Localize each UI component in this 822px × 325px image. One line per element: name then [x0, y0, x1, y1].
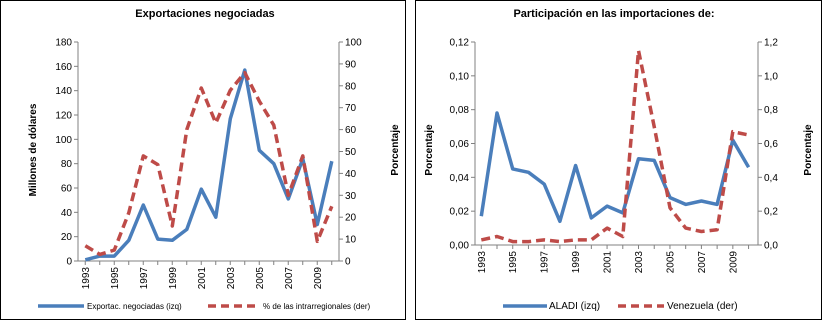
- y-tick-label-right: 10: [345, 235, 357, 246]
- left-chart-y2label: Porcentaje: [390, 124, 401, 176]
- y-tick-label-left: 0,04: [450, 173, 470, 184]
- y-tick-label-left: 40: [61, 208, 73, 219]
- x-tick-label: 2009: [313, 267, 324, 290]
- y-tick-label-right: 90: [345, 59, 357, 70]
- right-chart-y2label: Porcentaje: [803, 124, 814, 176]
- x-tick-label: 2007: [697, 251, 708, 274]
- y-tick-label-right: 70: [345, 103, 357, 114]
- y-tick-label-right: 50: [345, 147, 357, 158]
- y-tick-label-right: 1,0: [764, 71, 778, 82]
- x-tick-label: 2001: [603, 251, 614, 274]
- x-tick-label: 1993: [477, 251, 488, 274]
- x-tick-label: 2003: [634, 251, 645, 274]
- y-tick-label-left: 0,10: [450, 71, 470, 82]
- y-tick-label-right: 40: [345, 169, 357, 180]
- y-tick-label-right: 80: [345, 81, 357, 92]
- left-chart-panel: Exportaciones negociadas Millones de dól…: [0, 0, 406, 320]
- x-tick-label: 1999: [571, 251, 582, 274]
- right-chart-panel: Participación en las importaciones de: P…: [415, 0, 822, 320]
- series-line-venezuela: [480, 48, 749, 244]
- left-chart-frame: [0, 0, 406, 320]
- y-tick-label-left: 80: [61, 159, 73, 170]
- left-chart-title: Exportaciones negociadas: [135, 8, 274, 20]
- x-tick-label: 1997: [540, 251, 551, 274]
- y-tick-label-left: 0,02: [450, 207, 470, 218]
- y-tick-label-left: 20: [61, 232, 73, 243]
- x-tick-label: 1997: [139, 267, 150, 290]
- y-tick-label-right: 20: [345, 213, 357, 224]
- y-tick-label-left: 160: [55, 62, 72, 73]
- x-tick-label: 1993: [81, 267, 92, 290]
- y-tick-label-left: 0,12: [450, 38, 470, 49]
- series-line-exportac: [84, 68, 334, 262]
- y-tick-label-left: 0,08: [450, 105, 470, 116]
- series-line-aladi: [479, 111, 751, 224]
- x-tick-label: 1995: [110, 267, 121, 290]
- right-chart-title: Participación en las importaciones de:: [513, 8, 714, 20]
- y-tick-label-right: 60: [345, 125, 357, 136]
- y-tick-label-right: 100: [345, 38, 362, 49]
- x-tick-label: 2003: [226, 267, 237, 290]
- right-chart-frame: [415, 0, 822, 320]
- right-chart-legend: ALADI (izq) Venezuela (der): [503, 301, 738, 312]
- y-tick-label-left: 100: [55, 135, 72, 146]
- legend-label-exportac: Exportac. negociadas (izq): [87, 302, 182, 311]
- y-tick-label-left: 180: [55, 38, 72, 49]
- y-tick-label-left: 0,00: [450, 241, 470, 252]
- x-tick-label: 2005: [255, 267, 266, 290]
- x-tick-label: 1999: [168, 267, 179, 290]
- y-tick-label-right: 0,0: [764, 241, 778, 252]
- right-chart-plot: 0,00 0,02 0,04 0,06 0,08 0,10 0,12 0,0 0,2 0,4 0,6…: [450, 38, 779, 274]
- y-tick-label-left: 120: [55, 111, 72, 122]
- y-tick-label-right: 0: [345, 257, 351, 268]
- left-chart-ylabel: Millones de dólares: [28, 103, 39, 196]
- legend-label-intrarregionales: % de las intrarregionales (der): [263, 302, 370, 311]
- x-tick-label: 2009: [728, 251, 739, 274]
- legend-label-aladi: ALADI (izq): [549, 301, 600, 312]
- y-tick-label-left: 60: [61, 184, 73, 195]
- y-tick-label-right: 0,4: [764, 173, 778, 184]
- y-tick-label-right: 0,8: [764, 105, 778, 116]
- y-tick-label-right: 1,2: [764, 38, 778, 49]
- legend-label-venezuela: Venezuela (der): [667, 301, 738, 312]
- y-tick-label-right: 0,6: [764, 139, 778, 150]
- series-line-%: [84, 70, 334, 257]
- left-chart-legend: Exportac. negociadas (izq) % de las intr…: [38, 302, 370, 311]
- x-tick-label: 2007: [284, 267, 295, 290]
- y-tick-label-right: 30: [345, 191, 357, 202]
- x-tick-label: 2005: [665, 251, 676, 274]
- x-tick-label: 2001: [197, 267, 208, 290]
- left-chart-plot: 0 20 40 60 80 100 120 140 160 180 0 10 20 30 40 50 60 70 8…: [55, 38, 362, 290]
- right-chart-ylabel: Porcentaje: [424, 124, 435, 176]
- y-tick-label-right: 0,2: [764, 207, 778, 218]
- x-tick-label: 1995: [508, 251, 519, 274]
- y-tick-label-left: 0: [66, 257, 72, 268]
- y-tick-label-left: 140: [55, 86, 72, 97]
- y-tick-label-left: 0,06: [450, 139, 470, 150]
